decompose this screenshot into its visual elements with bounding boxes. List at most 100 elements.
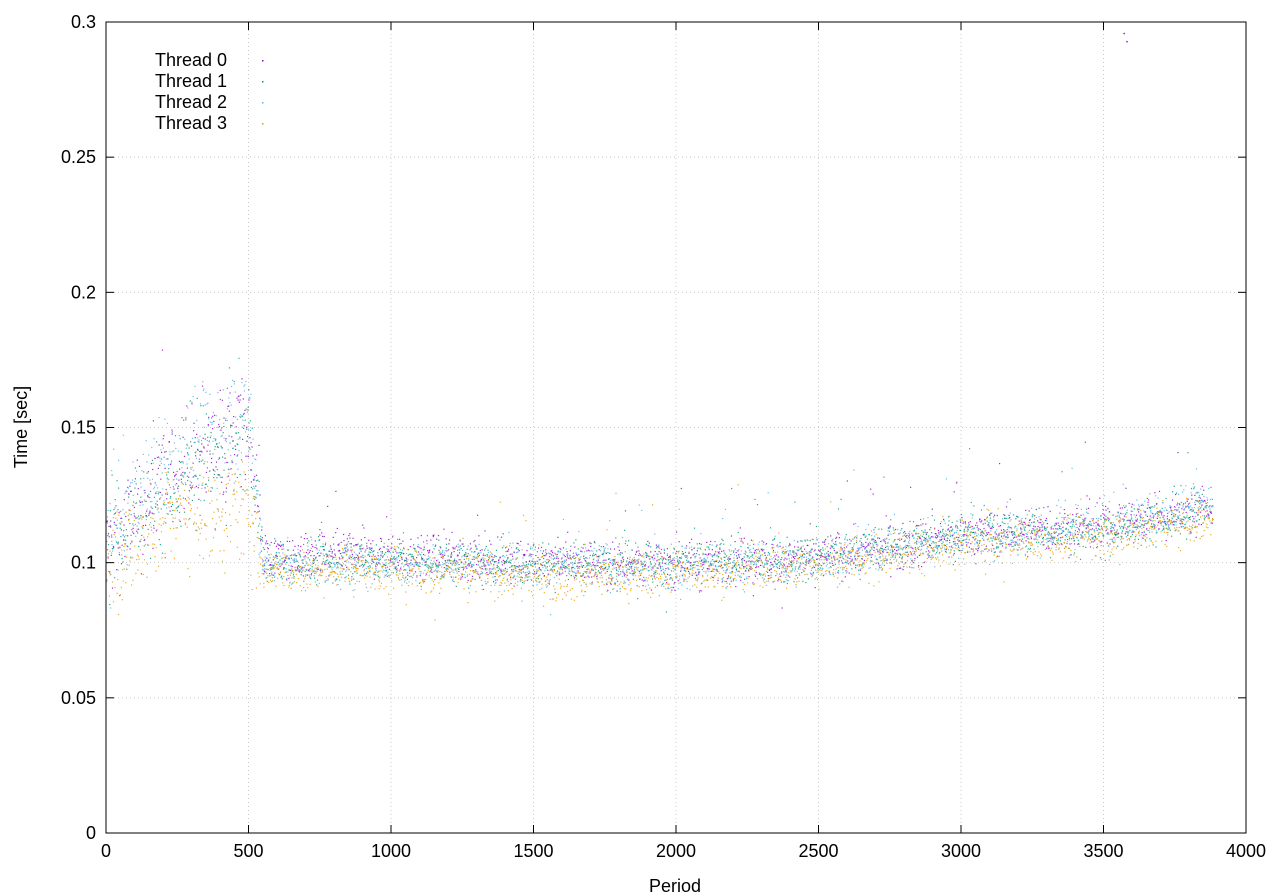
data-point [275,554,277,556]
data-point [1003,530,1005,532]
data-point [521,581,524,584]
data-point [321,569,324,571]
data-point [702,561,704,563]
data-point [687,577,689,579]
data-point [559,567,561,569]
data-point [407,574,409,576]
data-point [1128,502,1130,504]
data-point [681,545,683,547]
data-point [325,554,327,556]
data-point [546,559,548,561]
data-point [363,556,365,559]
data-point [1210,512,1212,514]
data-point [552,571,554,573]
data-point [610,583,612,585]
data-point [560,558,562,560]
data-point [1021,531,1023,533]
data-point [251,469,253,471]
data-point [712,559,714,561]
data-point [966,544,968,546]
data-point [615,567,617,569]
data-point [468,587,470,589]
data-point [475,569,477,571]
data-point [837,558,839,560]
data-point [600,550,602,552]
data-point [809,554,811,556]
data-point [534,563,536,566]
data-point [327,559,329,561]
data-point [255,459,257,461]
data-point [145,524,147,526]
data-point [211,457,213,459]
data-point [659,565,661,567]
data-point [1054,543,1056,545]
data-point [309,559,311,561]
data-point [402,532,405,534]
data-point [673,586,675,589]
data-point [443,567,445,569]
data-point [440,553,442,555]
data-point [530,556,532,558]
data-point [130,513,133,516]
data-point [473,564,475,566]
data-point [283,557,285,559]
data-point [443,573,445,575]
data-point [127,546,129,548]
data-point [484,549,486,551]
data-point [977,549,979,551]
data-point [1081,536,1083,538]
data-point [1150,540,1152,542]
data-point [260,519,262,521]
data-point [1086,495,1088,497]
data-point [912,535,914,537]
data-point [391,558,394,560]
data-point [631,548,633,550]
data-point [812,567,814,569]
data-point [547,562,549,564]
data-point [149,479,151,481]
data-point [777,559,779,561]
data-point [946,534,948,536]
data-point [728,549,730,551]
data-point [156,491,158,493]
data-point [199,454,201,456]
data-point [1199,497,1201,499]
data-point [822,547,824,549]
data-point [386,516,388,518]
data-point [1191,498,1193,500]
data-point [244,431,247,433]
data-point [219,389,221,391]
data-point [344,577,346,579]
data-point [416,557,418,559]
data-point [500,571,502,573]
data-point [1009,517,1011,519]
data-point [420,573,422,575]
data-point [676,560,679,562]
data-point [1135,526,1137,528]
data-point [332,557,334,559]
data-point [143,471,145,473]
data-point [1084,517,1086,519]
data-point [756,566,758,568]
data-point [518,571,520,573]
data-point [616,575,618,577]
data-point [115,505,117,507]
data-point [1052,541,1054,544]
data-point [166,493,169,495]
data-point [663,557,665,559]
data-point [510,562,512,564]
data-point [362,524,364,526]
data-point [419,562,421,564]
data-point [303,537,305,540]
data-point [559,568,561,571]
data-point [407,565,409,567]
data-point [516,557,518,559]
data-point [442,564,444,566]
data-point [668,587,670,590]
data-point [779,542,781,544]
data-point [1018,535,1020,537]
data-point [389,552,391,554]
data-point [679,557,681,559]
data-point [1189,531,1191,533]
data-point [1151,523,1153,525]
